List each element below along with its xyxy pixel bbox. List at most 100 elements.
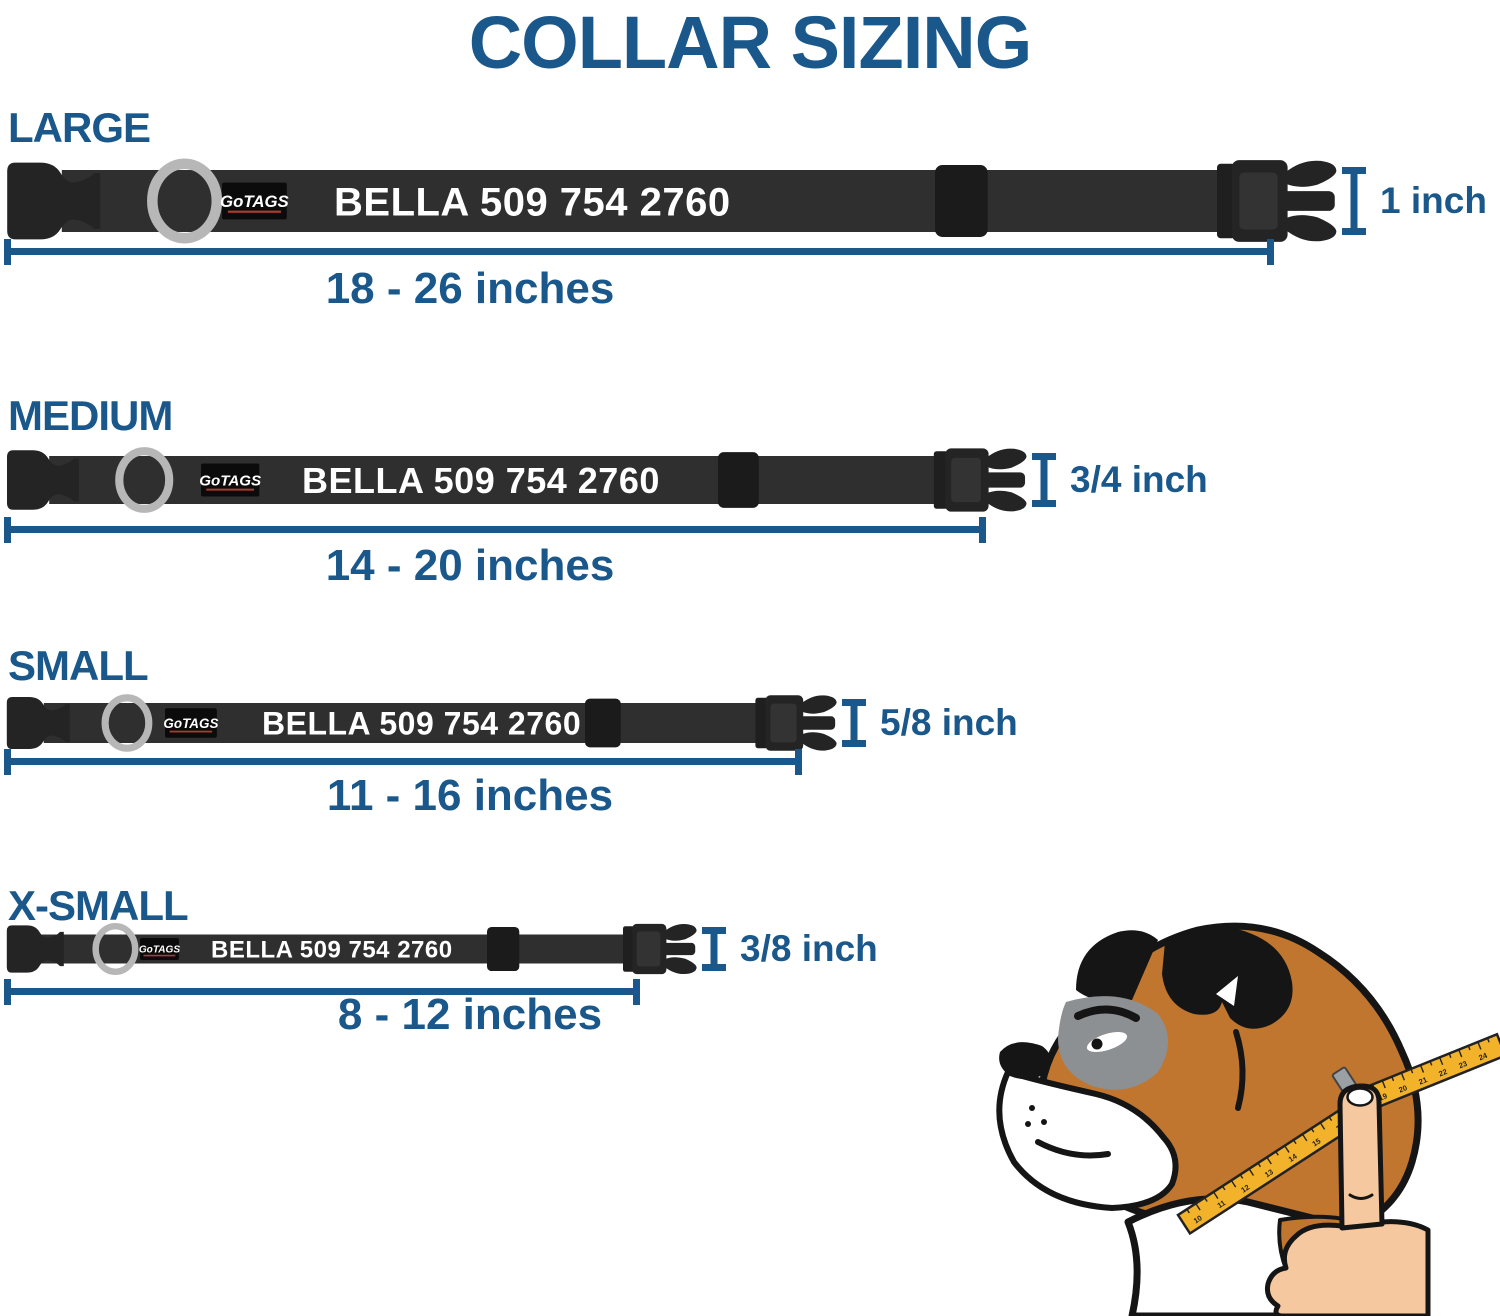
size-label: X-SMALL bbox=[8, 882, 189, 929]
measure-tick-left bbox=[4, 749, 11, 775]
personalization-text: BELLA 509 754 2760 bbox=[262, 706, 581, 742]
dog-illustration: 1011121314151618192021222324 bbox=[996, 922, 1500, 1316]
bracket-cap-bottom bbox=[1032, 500, 1056, 507]
dog-head-crease bbox=[1233, 1029, 1246, 1111]
tape-number: 23 bbox=[1457, 1059, 1468, 1070]
buckle-prong-bottom bbox=[800, 732, 837, 751]
length-measure-line bbox=[4, 517, 986, 543]
bracket-stem bbox=[850, 699, 858, 747]
buckle-center-prong bbox=[1280, 191, 1335, 211]
measure-tick-left bbox=[4, 239, 11, 265]
logo-tags: TAGS bbox=[153, 944, 181, 955]
personalization-text: BELLA 509 754 2760 bbox=[334, 180, 731, 224]
buckle-strap-wrap bbox=[623, 925, 635, 972]
length-measure-line bbox=[4, 979, 640, 1005]
collar-graphic-slot: GoTAGS BELLA 509 754 2760 bbox=[4, 906, 702, 997]
knuckle-line bbox=[1348, 1193, 1374, 1200]
logo-tags: TAGS bbox=[220, 472, 261, 489]
tape-number: 19 bbox=[1377, 1091, 1388, 1102]
brand-patch bbox=[201, 463, 260, 497]
length-measure-line bbox=[4, 239, 1274, 265]
brand-logo-text: GoTAGS bbox=[163, 716, 218, 731]
d-ring bbox=[92, 922, 139, 975]
tape-number: 15 bbox=[1310, 1136, 1322, 1148]
buckle-center-prong bbox=[798, 716, 836, 730]
logo-underline bbox=[143, 954, 176, 956]
dog-whisker-dot bbox=[1029, 1105, 1035, 1111]
tape-number: 20 bbox=[1397, 1083, 1408, 1094]
buckle-center-prong bbox=[661, 942, 696, 955]
measure-tick-left bbox=[4, 517, 11, 543]
brand-logo-text: GoTAGS bbox=[199, 472, 261, 489]
measure-tick-right bbox=[633, 979, 640, 1005]
dog-mouth bbox=[1035, 1139, 1111, 1159]
dog-brow bbox=[1074, 1005, 1140, 1022]
tape-number: 13 bbox=[1263, 1167, 1275, 1179]
tape-number: 10 bbox=[1192, 1213, 1204, 1225]
brand-logo-text: GoTAGS bbox=[139, 944, 181, 955]
buckle-male-panel bbox=[1239, 172, 1278, 230]
size-label: MEDIUM bbox=[8, 392, 173, 439]
dog-whisker-dot bbox=[1041, 1119, 1047, 1125]
tape-number: 24 bbox=[1477, 1051, 1489, 1063]
buckle-prong-top bbox=[1284, 160, 1337, 187]
range-label: 14 - 20 inches bbox=[325, 541, 615, 590]
logo-go: Go bbox=[220, 192, 243, 211]
tri-glide-slider bbox=[718, 452, 759, 508]
logo-underline bbox=[169, 730, 213, 733]
logo-tags: TAGS bbox=[243, 192, 289, 211]
bracket-cap-bottom bbox=[702, 963, 726, 971]
size-label: LARGE bbox=[8, 104, 151, 151]
collar-graphic: GoTAGS BELLA 509 754 2760 bbox=[6, 922, 697, 975]
buckle-female bbox=[7, 450, 79, 510]
buckle-strap-wrap bbox=[933, 451, 949, 509]
range-label: 18 - 26 inches bbox=[325, 264, 615, 313]
range-label: 8 - 12 inches bbox=[337, 990, 603, 1039]
bracket-cap-bottom bbox=[1342, 228, 1366, 235]
d-ring bbox=[147, 158, 223, 244]
bracket-stem bbox=[1040, 453, 1048, 507]
width-bracket-icon bbox=[702, 926, 726, 971]
personalization-text: BELLA 509 754 2760 bbox=[302, 460, 660, 501]
width-label: 5/8 inch bbox=[880, 702, 1018, 743]
measure-tick-right bbox=[1267, 239, 1274, 265]
width-label: 3/8 inch bbox=[740, 927, 878, 969]
d-ring bbox=[101, 694, 153, 752]
brand-patch bbox=[140, 937, 179, 960]
buckle-male-panel bbox=[951, 457, 981, 503]
width-bracket-icon bbox=[1032, 453, 1056, 507]
tape-number: 12 bbox=[1239, 1183, 1251, 1195]
size-label: SMALL bbox=[8, 642, 149, 689]
fingernail bbox=[1346, 1087, 1374, 1107]
buckle-strap-wrap bbox=[1217, 163, 1236, 239]
d-ring bbox=[115, 447, 174, 513]
dog-ear-left bbox=[1076, 930, 1158, 1002]
page-title: COLLAR SIZING bbox=[468, 1, 1033, 84]
logo-go: Go bbox=[163, 716, 182, 731]
buckle-prong-top bbox=[663, 923, 697, 941]
collar-graphic: GoTAGS BELLA 509 754 2760 bbox=[6, 694, 837, 752]
tri-glide-slider bbox=[585, 698, 621, 748]
dog-ear-right bbox=[1162, 926, 1293, 1029]
bracket-stem bbox=[710, 926, 718, 971]
tape-number: 11 bbox=[1216, 1198, 1228, 1210]
measure-tick-right bbox=[979, 517, 986, 543]
logo-go: Go bbox=[199, 472, 220, 489]
collar-graphic: GoTAGS BELLA 509 754 2760 bbox=[7, 447, 1027, 513]
buckle-female bbox=[6, 924, 64, 973]
width-bracket-icon bbox=[842, 699, 866, 747]
length-measure-line bbox=[4, 749, 802, 775]
bracket-cap-bottom bbox=[842, 740, 866, 747]
dog-nose bbox=[999, 1042, 1051, 1080]
width-label: 1 inch bbox=[1380, 180, 1487, 221]
bracket-stem bbox=[1350, 167, 1358, 235]
dog-pupil bbox=[1091, 1038, 1103, 1050]
logo-go: Go bbox=[139, 944, 153, 955]
buckle-female bbox=[6, 697, 70, 749]
buckle-male-panel bbox=[770, 703, 797, 743]
hand-fist bbox=[1265, 1219, 1431, 1316]
personalization-text: BELLA 509 754 2760 bbox=[211, 936, 453, 963]
brand-logo-text: GoTAGS bbox=[220, 192, 289, 211]
buckle-prong-bottom bbox=[985, 490, 1027, 512]
dog-whisker-dot bbox=[1025, 1121, 1031, 1127]
